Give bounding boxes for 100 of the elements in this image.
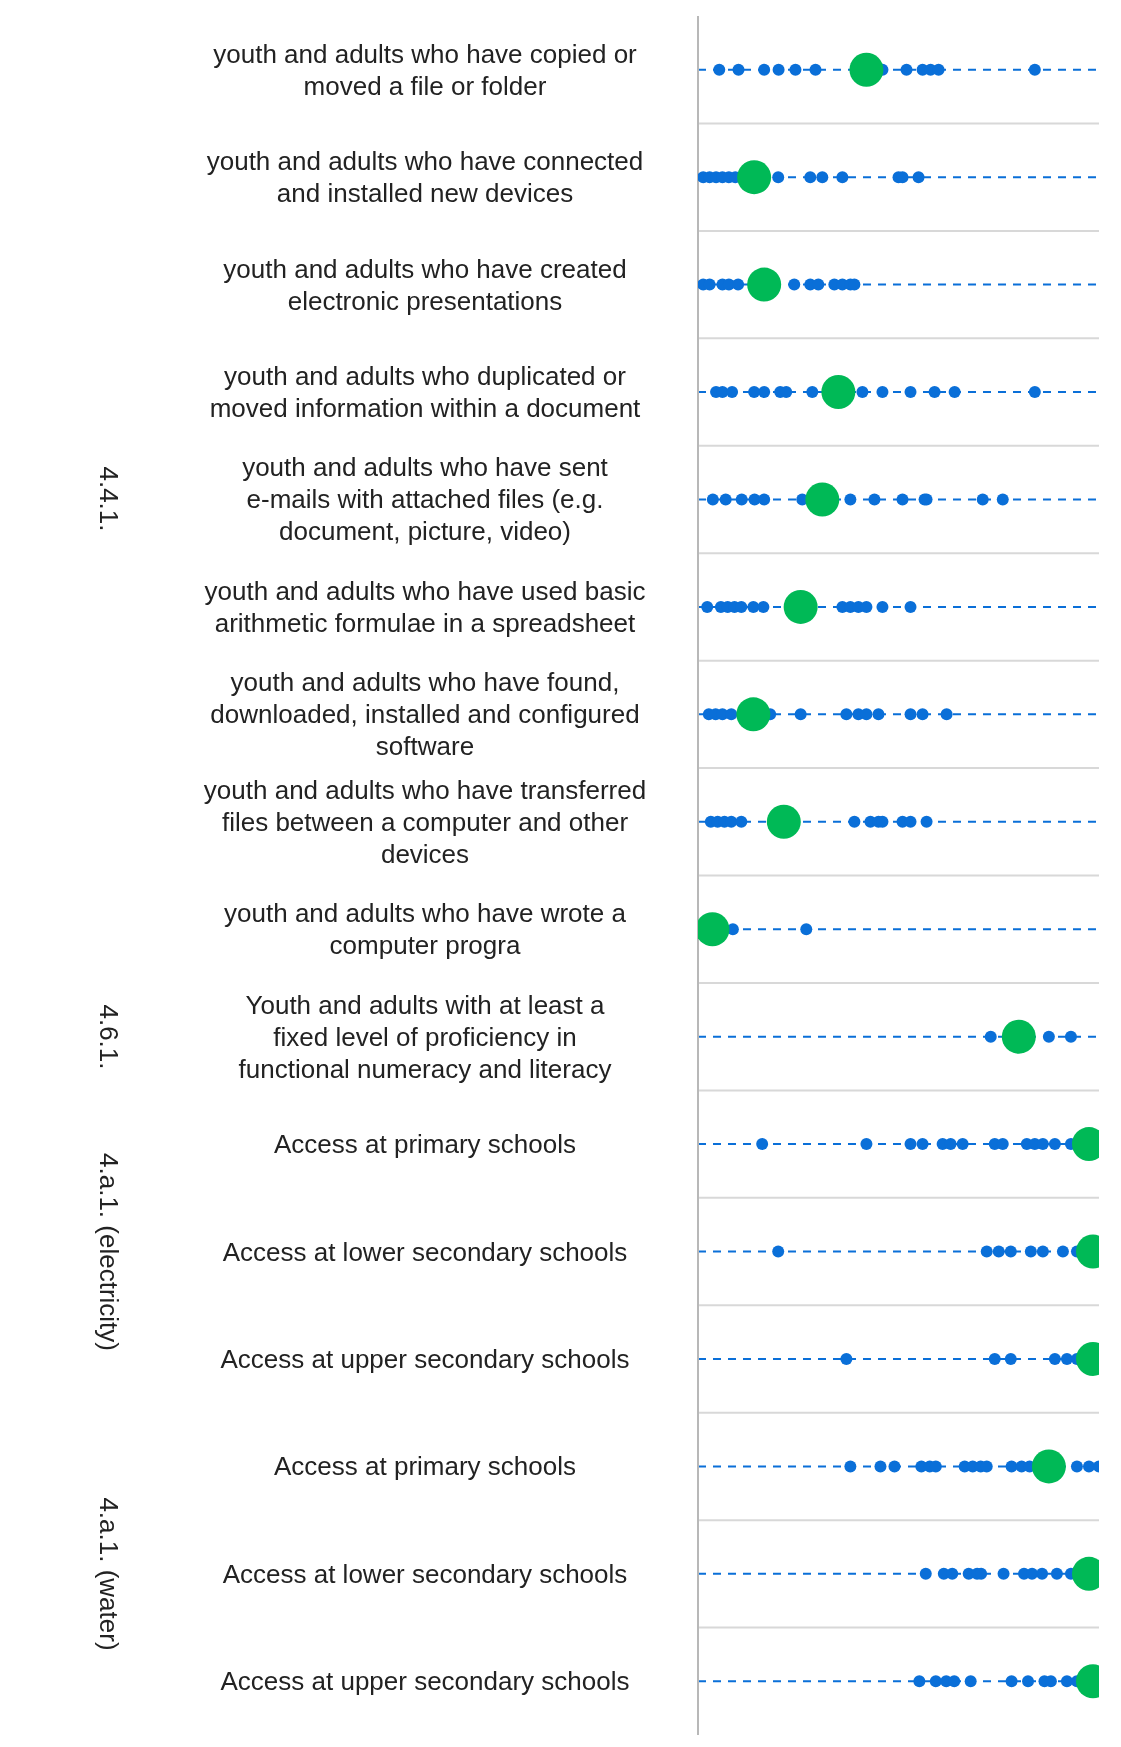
point bbox=[719, 493, 732, 506]
point bbox=[996, 493, 1009, 506]
point bbox=[904, 708, 917, 721]
point bbox=[1001, 1019, 1036, 1054]
point bbox=[929, 1675, 942, 1688]
point bbox=[1048, 1352, 1061, 1365]
point bbox=[1024, 1245, 1037, 1258]
y-tick-label: youth and adults who have sent e-mails with attached files (e.g. document, picture, video) bbox=[242, 452, 609, 547]
point bbox=[956, 1138, 969, 1151]
point bbox=[916, 1138, 929, 1151]
point bbox=[874, 1460, 887, 1473]
y-tick-label: Access at upper secondary schools bbox=[220, 1666, 630, 1697]
point bbox=[992, 1245, 1005, 1258]
point bbox=[735, 493, 748, 506]
y-tick-label: Access at primary schools bbox=[274, 1451, 576, 1482]
y-tick-label: youth and adults who have transferred files between a computer and other devices bbox=[203, 774, 647, 869]
point bbox=[1028, 386, 1041, 399]
point bbox=[1060, 1675, 1073, 1688]
point bbox=[848, 815, 861, 828]
text: 4.4.1. bbox=[92, 466, 124, 532]
point bbox=[756, 1138, 769, 1151]
point bbox=[816, 171, 829, 184]
point bbox=[988, 1352, 1001, 1365]
point bbox=[1036, 1567, 1049, 1580]
point bbox=[868, 493, 881, 506]
point bbox=[984, 1030, 997, 1043]
point bbox=[766, 804, 801, 839]
point bbox=[772, 63, 785, 76]
point bbox=[706, 493, 719, 506]
y-tick-label: Access at lower secondary schools bbox=[222, 1236, 628, 1267]
point bbox=[919, 1567, 932, 1580]
point bbox=[840, 1352, 853, 1365]
y-tick-label: youth and adults who have wrote a computer progra bbox=[224, 898, 627, 961]
point bbox=[940, 708, 953, 721]
y-tick-label: youth and adults who have created electronic presentations bbox=[223, 253, 627, 316]
point bbox=[735, 815, 748, 828]
point bbox=[758, 386, 771, 399]
point bbox=[732, 278, 745, 291]
y-tick-label: Access at primary schools bbox=[274, 1129, 576, 1160]
point bbox=[840, 708, 853, 721]
point bbox=[732, 63, 745, 76]
point bbox=[1022, 1675, 1035, 1688]
point bbox=[946, 1567, 959, 1580]
y-tick-label: youth and adults who have connected and installed new devices bbox=[206, 146, 644, 209]
point bbox=[849, 52, 884, 87]
point bbox=[1004, 1352, 1017, 1365]
point bbox=[1056, 1245, 1069, 1258]
point bbox=[783, 589, 818, 624]
point bbox=[809, 63, 822, 76]
point bbox=[904, 600, 917, 613]
point bbox=[772, 1245, 785, 1258]
point bbox=[758, 63, 771, 76]
point bbox=[806, 386, 819, 399]
point bbox=[997, 1567, 1010, 1580]
point bbox=[856, 386, 869, 399]
point bbox=[916, 708, 929, 721]
point bbox=[788, 278, 801, 291]
point bbox=[872, 708, 885, 721]
y-tick-label: youth and adults who have found, downloaded, installed and configured software bbox=[210, 667, 640, 762]
point bbox=[904, 1138, 917, 1151]
point bbox=[876, 600, 889, 613]
point bbox=[698, 912, 730, 947]
point bbox=[980, 1245, 993, 1258]
point bbox=[713, 63, 726, 76]
point bbox=[844, 493, 857, 506]
point bbox=[1031, 1449, 1066, 1484]
text: 4.6.1. bbox=[92, 1004, 124, 1070]
y-tick-label: youth and adults who have copied or moved a file or folder bbox=[213, 38, 638, 101]
point bbox=[920, 815, 933, 828]
point bbox=[772, 171, 785, 184]
point bbox=[976, 493, 989, 506]
point bbox=[804, 171, 817, 184]
point bbox=[904, 386, 917, 399]
point bbox=[757, 600, 770, 613]
point bbox=[726, 386, 739, 399]
point bbox=[964, 1675, 977, 1688]
point bbox=[876, 386, 889, 399]
point bbox=[821, 375, 856, 410]
y-tick-label: youth and adults who have used basic arithmetic formulae in a spreadsheet bbox=[204, 575, 646, 638]
y-tick-label: Access at lower secondary schools bbox=[222, 1558, 628, 1589]
point bbox=[1070, 1460, 1083, 1473]
point bbox=[1050, 1567, 1063, 1580]
point bbox=[794, 708, 807, 721]
point bbox=[896, 493, 909, 506]
point bbox=[1028, 63, 1041, 76]
point bbox=[1005, 1675, 1018, 1688]
point bbox=[1004, 1245, 1017, 1258]
point bbox=[737, 160, 772, 195]
text: 4.a.1. (electricity) bbox=[92, 1152, 124, 1351]
point bbox=[836, 171, 849, 184]
point bbox=[747, 600, 760, 613]
text: 4.a.1. (water) bbox=[92, 1497, 124, 1651]
point bbox=[725, 708, 738, 721]
point bbox=[912, 171, 925, 184]
point bbox=[805, 482, 840, 517]
point bbox=[1064, 1030, 1077, 1043]
point bbox=[860, 1138, 873, 1151]
point bbox=[1005, 1460, 1018, 1473]
y-tick-label: youth and adults who duplicated or moved information within a document bbox=[209, 361, 642, 424]
point bbox=[928, 386, 941, 399]
